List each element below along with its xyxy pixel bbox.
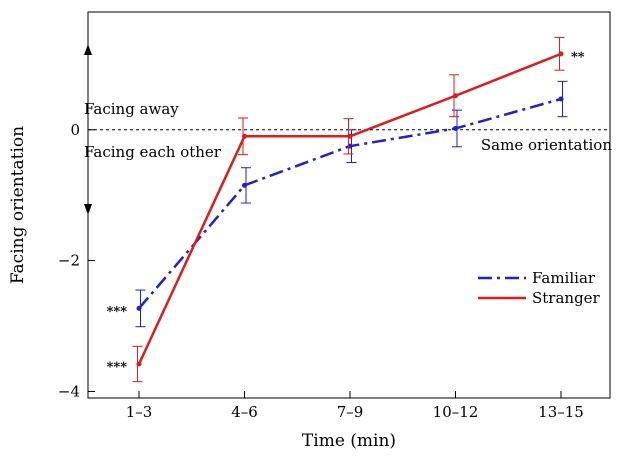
facing-each-other-arrow-icon xyxy=(84,168,92,215)
data-point-stranger xyxy=(347,133,353,139)
y-tick-label: −2 xyxy=(58,252,80,270)
data-point-stranger xyxy=(558,51,564,57)
legend: Familiar Stranger xyxy=(478,269,601,307)
same-orientation-label: Same orientation xyxy=(481,136,612,154)
plot-frame xyxy=(87,11,611,399)
x-tick-label: 10–12 xyxy=(433,403,479,421)
legend-label-stranger: Stranger xyxy=(532,289,601,307)
series-familiar: *** xyxy=(107,80,568,328)
series-line-stranger xyxy=(137,52,562,365)
y-tick-label: 0 xyxy=(70,121,80,139)
significance-marker: *** xyxy=(107,304,128,319)
x-axis-label: Time (min) xyxy=(302,431,396,451)
facing-each-other-label: Facing each other xyxy=(84,143,222,161)
x-tick-label: 4–6 xyxy=(231,403,258,421)
y-tick-label: −4 xyxy=(58,382,80,400)
data-point-familiar xyxy=(136,305,142,311)
x-tick-label: 7–9 xyxy=(337,403,364,421)
data-point-familiar xyxy=(453,125,458,131)
axes-layer: 1–3 4–6 7–9 10–12 13–15 −4 −2 0 xyxy=(58,121,584,421)
data-point-stranger xyxy=(242,133,247,139)
significance-marker: ** xyxy=(571,50,585,65)
series-layer: ******** xyxy=(107,37,585,383)
series-stranger: ***** xyxy=(107,37,585,383)
facing-away-label: Facing away xyxy=(84,100,179,118)
data-point-familiar xyxy=(558,96,564,102)
data-point-familiar xyxy=(242,182,247,188)
significance-marker: *** xyxy=(107,360,128,375)
data-point-stranger xyxy=(136,361,142,367)
x-tick-label: 1–3 xyxy=(126,403,153,421)
data-point-stranger xyxy=(453,93,458,99)
x-tick-label: 13–15 xyxy=(538,403,584,421)
y-axis-label: Facing orientation xyxy=(8,126,28,284)
legend-label-familiar: Familiar xyxy=(532,269,596,287)
facing-away-arrow-icon xyxy=(84,44,92,94)
